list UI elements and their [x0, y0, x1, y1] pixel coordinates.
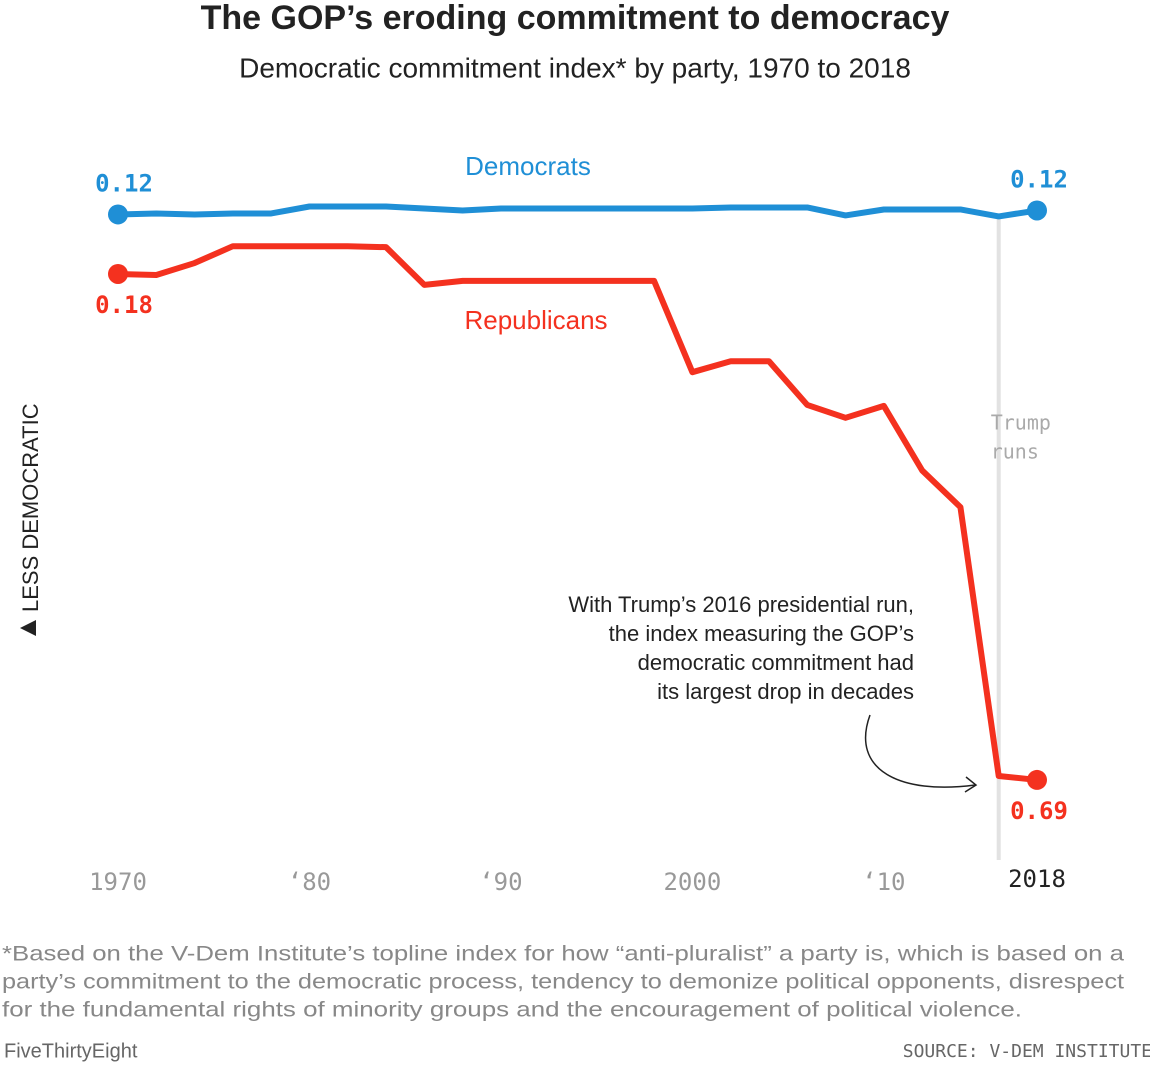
end-point	[1027, 769, 1047, 790]
chart-subtitle: Democratic commitment index* by party, 1…	[239, 52, 911, 83]
value-label: 0.12	[95, 169, 153, 197]
x-tick-label: 2000	[663, 868, 721, 896]
footnote: *Based on the V-Dem Institute’s topline …	[2, 943, 1124, 966]
source: SOURCE: V-DEM INSTITUTE	[903, 1041, 1150, 1062]
series-name: Democrats	[465, 151, 591, 181]
footnote: for the fundamental rights of minority g…	[2, 999, 1022, 1022]
end-point	[1027, 200, 1047, 221]
series-line	[117, 203, 1038, 220]
value-label: 0.12	[1010, 165, 1068, 193]
annotation: democratic commitment had	[638, 650, 914, 675]
brand: FiveThirtyEight	[4, 1040, 138, 1062]
annotation: With Trump’s 2016 presidential run,	[568, 592, 914, 617]
x-tick-label: ‘90	[479, 868, 522, 896]
annotation: its largest drop in decades	[657, 679, 914, 704]
annotation-arrow	[864, 714, 976, 788]
annotation: the index measuring the GOP’s	[609, 621, 914, 646]
chart-title: The GOP’s eroding commitment to democrac…	[201, 0, 950, 37]
y-axis-label: LESS DEMOCRATIC	[18, 403, 43, 612]
value-label: 0.69	[1010, 797, 1068, 825]
series-line	[117, 243, 1038, 783]
event-label: Trump	[991, 411, 1051, 435]
event-label: runs	[991, 440, 1039, 464]
value-label: 0.18	[95, 291, 153, 319]
x-tick-label: 2018	[1008, 865, 1066, 893]
x-tick-label: ‘10	[862, 868, 905, 896]
end-point	[108, 204, 128, 225]
end-point	[108, 263, 128, 284]
y-axis-arrow	[20, 620, 36, 636]
footnote: party’s commitment to the democratic pro…	[2, 971, 1124, 994]
x-tick-label: ‘80	[288, 868, 331, 896]
series-name: Republicans	[464, 305, 607, 335]
x-tick-label: 1970	[89, 868, 147, 896]
annotation-arrow-head	[964, 776, 978, 793]
